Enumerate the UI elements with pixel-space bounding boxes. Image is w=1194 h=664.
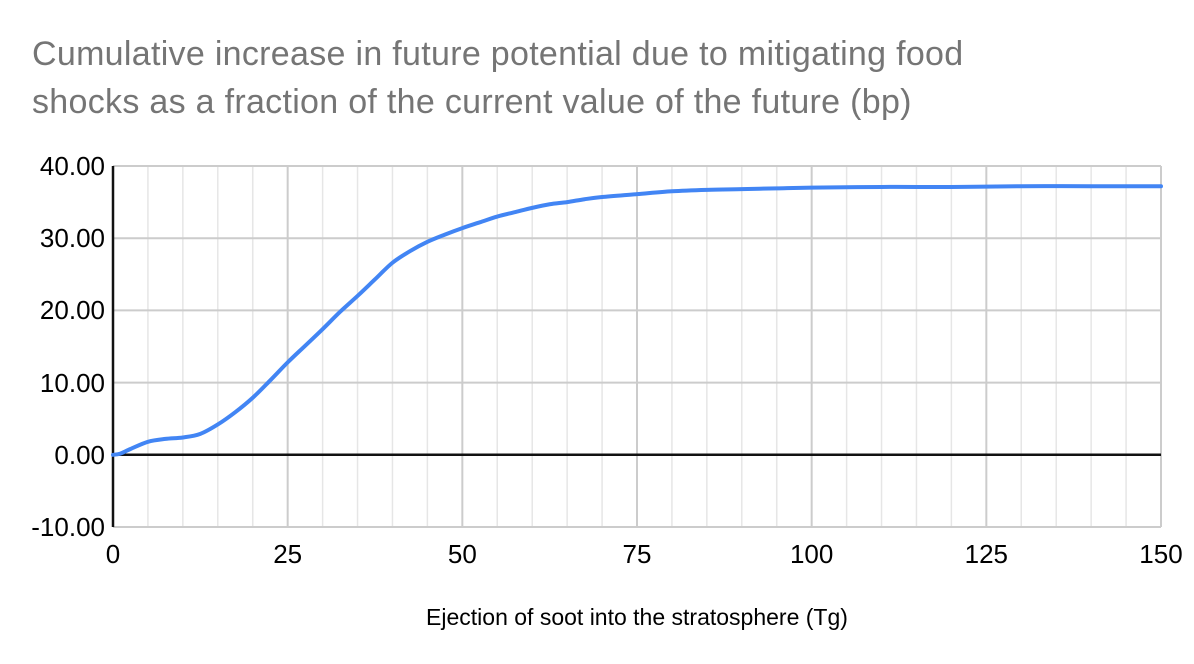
x-tick-label: 100 xyxy=(789,539,834,569)
chart-title-line-1: Cumulative increase in future potential … xyxy=(32,35,964,73)
y-tick-label: 0.00 xyxy=(54,439,105,470)
y-tick-label: -10.00 xyxy=(31,512,105,542)
series-line xyxy=(111,184,1163,457)
x-tick-label: 0 xyxy=(105,539,121,569)
x-axis-title: Ejection of soot into the stratosphere (… xyxy=(426,604,848,630)
x-tick-label: 75 xyxy=(622,539,652,569)
y-tick-label: 10.00 xyxy=(39,367,105,398)
y-tick-label: 40.00 xyxy=(39,151,105,181)
x-tick-label: 125 xyxy=(964,539,1009,569)
x-tick-label: 150 xyxy=(1139,539,1183,569)
chart-title: Cumulative increase in future potential … xyxy=(32,30,963,126)
chart-title-line-2: shocks as a fraction of the current valu… xyxy=(32,83,912,121)
y-tick-label: 30.00 xyxy=(39,223,105,254)
y-tick-label: 20.00 xyxy=(39,295,105,326)
x-tick-label: 25 xyxy=(273,539,303,569)
x-tick-label: 50 xyxy=(447,539,477,569)
